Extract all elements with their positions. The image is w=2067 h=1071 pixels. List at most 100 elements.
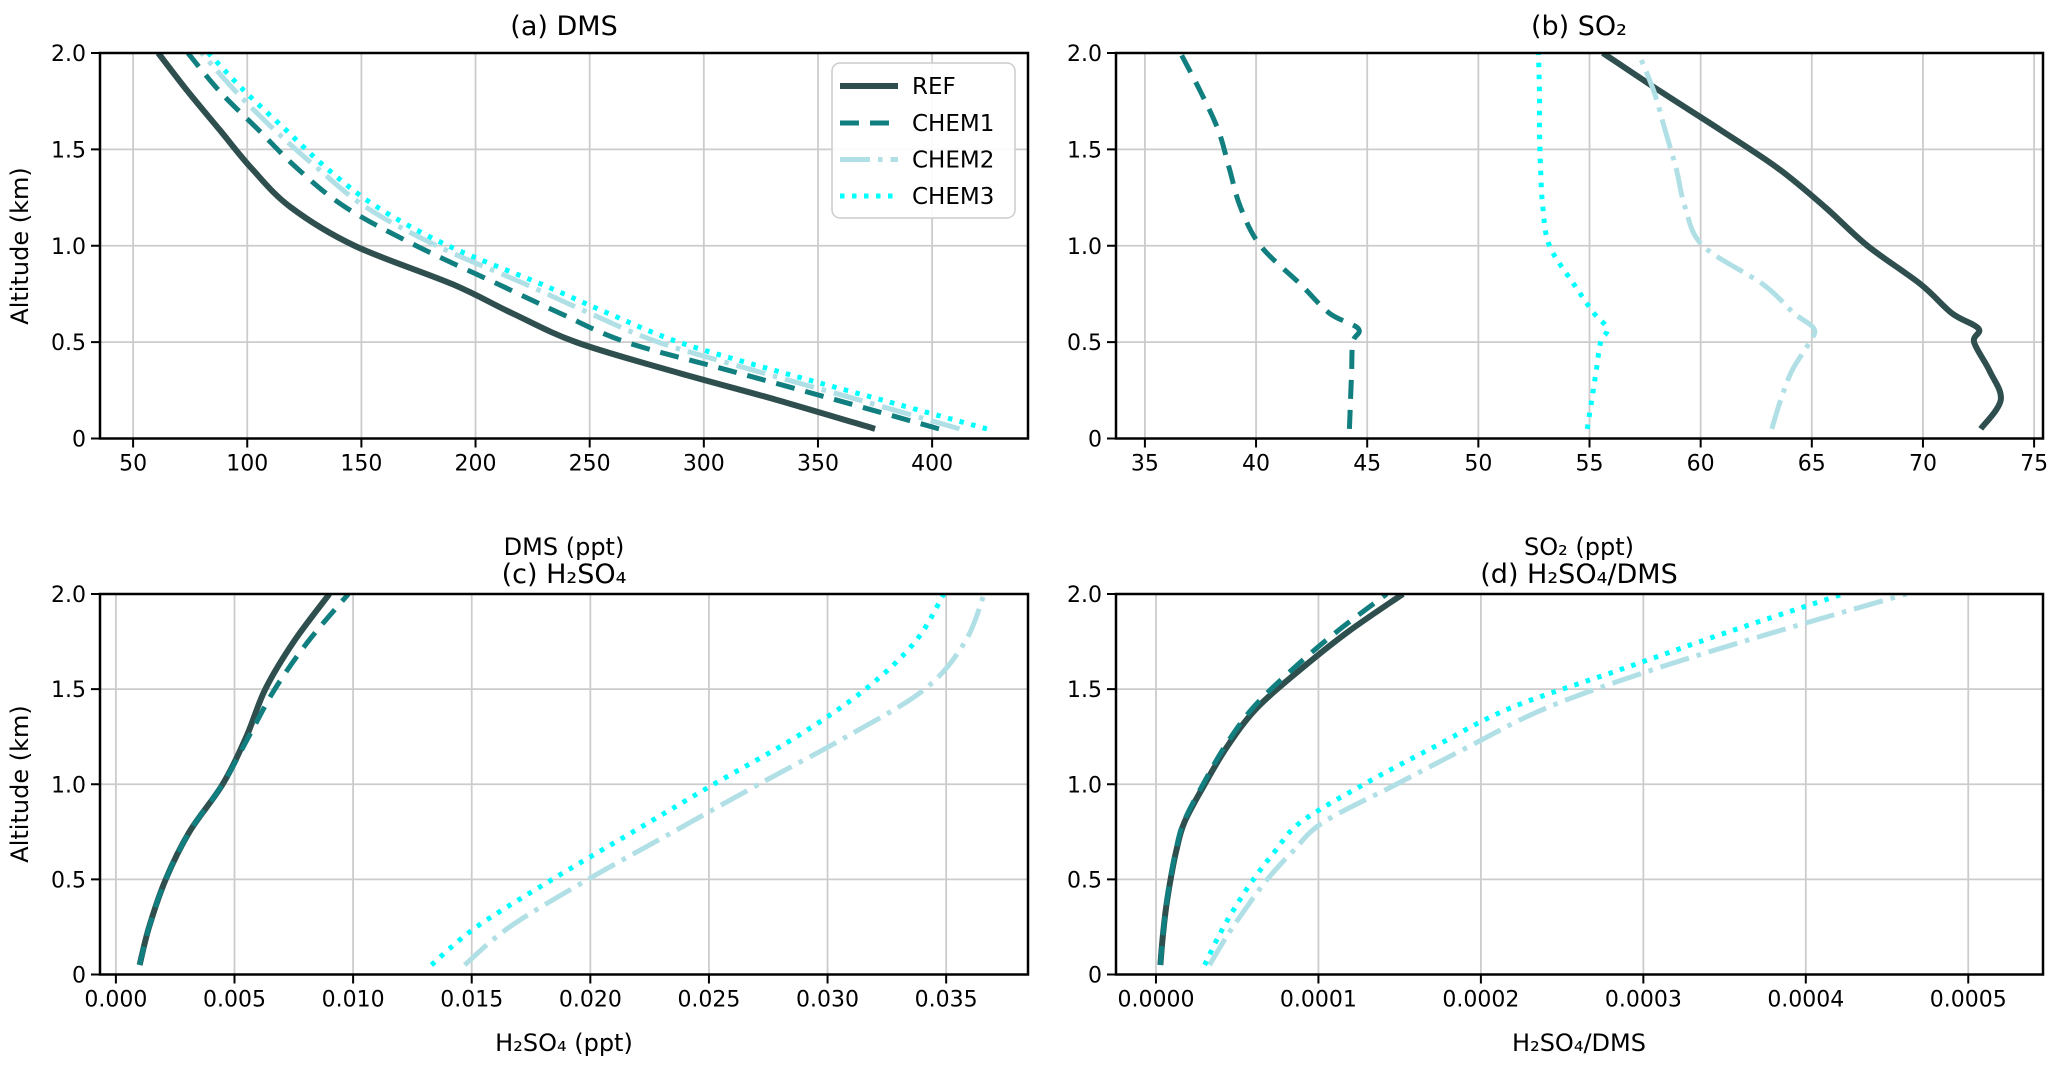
y-tick-label: 1.5 [1067,138,1102,163]
x-tick-label: 0.0004 [1767,988,1844,1013]
series-line-chem2 [1636,53,1818,430]
x-tick-label: 0.000 [84,988,147,1013]
series-lines [1157,594,1908,967]
x-tick-label: 150 [340,452,382,477]
x-tick-label: 250 [569,452,611,477]
y-tick-label: 1.0 [1067,773,1102,798]
x-tick-label: 0.0002 [1442,988,1519,1013]
y-tick-label: 0.5 [51,331,86,356]
y-tick-label: 1.0 [1067,235,1102,260]
series-line-chem3 [1202,594,1844,967]
x-tick-label: 0.025 [677,988,740,1013]
x-tick-label: 0.0000 [1117,988,1194,1013]
series-line-chem3 [429,594,946,967]
y-tick-label: 1.5 [51,138,86,163]
panel-d-title: (d) H₂SO₄/DMS [1480,559,1677,590]
legend-label-chem1: CHEM1 [912,111,994,137]
x-tick-label: 0.0001 [1280,988,1357,1013]
panel-c-ylabel: Altitude (km) [6,705,34,862]
series-line-ref [1601,53,2004,431]
x-tick-label: 400 [911,452,953,477]
panel-c-xlabel: H₂SO₄ (ppt) [495,1029,633,1057]
x-tick-label: 50 [119,452,147,477]
series-line-chem1 [185,53,940,432]
legend: REF CHEM1 CHEM2 CHEM3 [831,62,1016,219]
x-tick-label: 35 [1131,452,1159,477]
y-tick-label: 0 [72,428,86,453]
x-tick-label: 65 [1798,452,1826,477]
y-tick-label: 2.0 [1067,42,1102,67]
x-tick-label: 50 [1464,452,1492,477]
ticks: 0.0000 0.0001 0.0002 0.0003 0.0004 0.0005 0 0.5… [1067,583,2007,1013]
series-line-chem3 [206,53,988,432]
legend-label-ref: REF [912,74,956,100]
panel-b-title: (b) SO₂ [1531,11,1627,42]
panel-c-title: (c) H₂SO₄ [502,559,627,590]
panel-b: 35 40 45 50 55 60 65 70 75 0 0.5 1.0 1.5 2.0 [1067,42,2048,477]
series-lines [136,594,987,967]
y-tick-label: 1.5 [1067,678,1102,703]
legend-box [831,62,1016,219]
x-tick-label: 0.005 [203,988,266,1013]
series-line-chem2 [199,53,961,432]
x-tick-label: 40 [1242,452,1270,477]
grid [100,593,1028,976]
grid [1116,593,2043,976]
series-line-chem1 [137,594,351,966]
grid [1116,52,2043,440]
x-tick-label: 0.035 [915,988,978,1013]
x-tick-label: 45 [1353,452,1381,477]
y-tick-label: 0.5 [51,868,86,893]
panel-a: 50 100 150 200 250 300 350 400 0 0.5 1.0 1.5 2.0 [51,42,1030,477]
ticks: 0.000 0.005 0.010 0.015 0.020 0.025 0.030 0.035… [51,583,978,1013]
y-tick-label: 0 [1088,428,1102,453]
x-tick-label: 0.015 [440,988,503,1013]
panel-a-title: (a) DMS [510,11,617,42]
y-tick-label: 0 [1088,964,1102,989]
y-tick-label: 2.0 [51,42,86,67]
legend-label-chem2: CHEM2 [912,148,994,174]
x-tick-label: 0.0005 [1930,988,2007,1013]
x-tick-label: 75 [2020,452,2048,477]
panel-a-ylabel: Altitude (km) [6,167,34,324]
legend-label-chem3: CHEM3 [912,184,994,210]
y-tick-label: 1.0 [51,235,86,260]
x-tick-label: 100 [226,452,268,477]
panel-d-xlabel: H₂SO₄/DMS [1512,1029,1646,1057]
x-tick-label: 0.010 [322,988,385,1013]
ticks: 50 100 150 200 250 300 350 400 0 0.5 1.0 1.5 2.0 [51,42,953,477]
series-line-chem1 [1157,594,1389,966]
series-line-ref [136,594,332,966]
y-tick-label: 2.0 [51,583,86,608]
x-tick-label: 0.030 [796,988,859,1013]
series-line-chem2 [462,594,987,967]
x-tick-label: 300 [683,452,725,477]
x-tick-label: 200 [455,452,497,477]
panel-d: 0.0000 0.0001 0.0002 0.0003 0.0004 0.0005 0 0.5… [1067,583,2045,1013]
x-tick-label: 0.020 [559,988,622,1013]
x-tick-label: 0.0003 [1605,988,1682,1013]
y-tick-label: 1.0 [51,773,86,798]
ticks: 35 40 45 50 55 60 65 70 75 0 0.5 1.0 1.5 2.0 [1067,42,2048,477]
y-tick-label: 0.5 [1067,331,1102,356]
x-tick-label: 350 [797,452,839,477]
y-tick-label: 0 [72,964,86,989]
series-line-chem3 [1535,53,1610,430]
series-lines [155,53,988,432]
series-line-ref [1157,594,1405,966]
series-line-ref [155,53,876,432]
y-tick-label: 0.5 [1067,868,1102,893]
panel-c: 0.000 0.005 0.010 0.015 0.020 0.025 0.030 0.035… [51,583,1030,1013]
series-line-chem1 [1178,53,1362,429]
panel-a-xlabel: DMS (ppt) [504,533,625,561]
x-tick-label: 60 [1687,452,1715,477]
series-lines [1178,53,2004,431]
x-tick-label: 70 [1909,452,1937,477]
x-tick-label: 55 [1576,452,1604,477]
panel-b-xlabel: SO₂ (ppt) [1524,533,1634,561]
series-line-chem2 [1207,594,1908,967]
y-tick-label: 2.0 [1067,583,1102,608]
